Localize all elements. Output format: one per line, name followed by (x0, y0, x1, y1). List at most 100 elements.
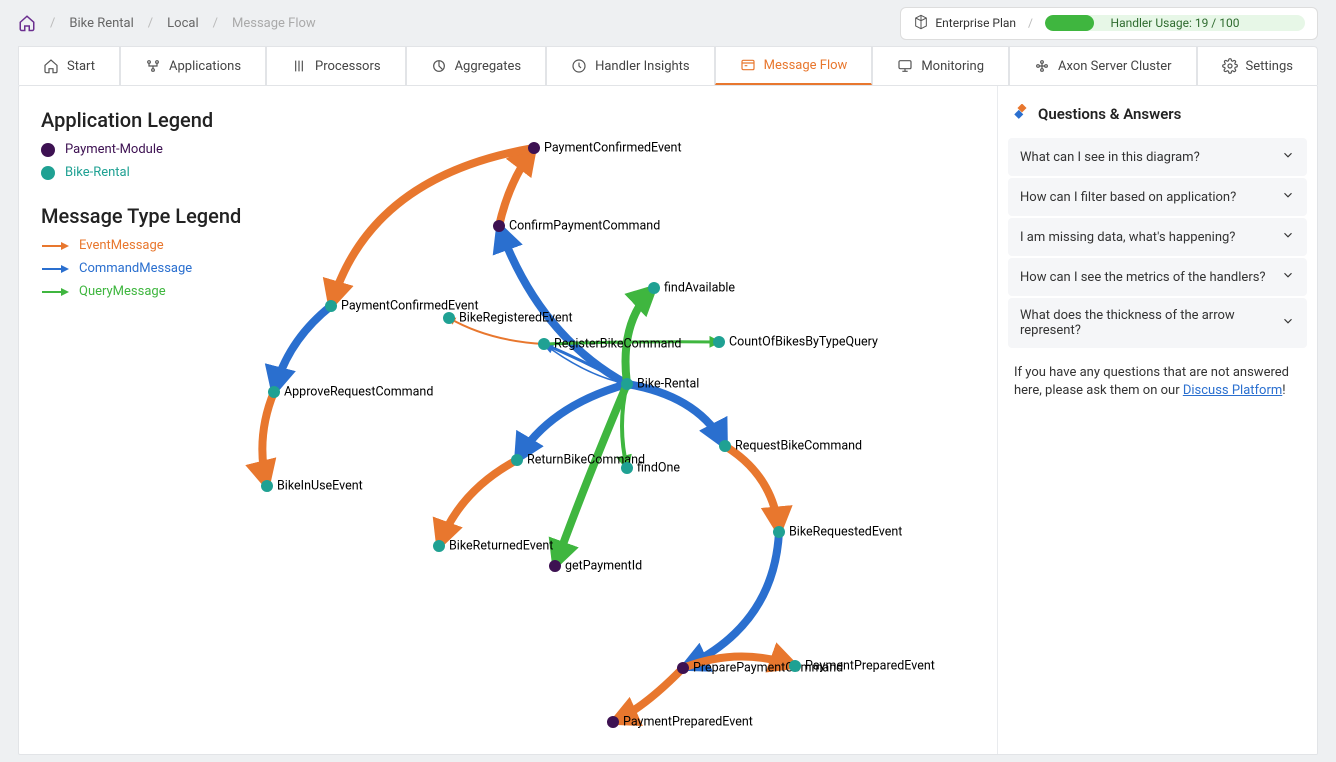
legend-arrow (41, 264, 69, 274)
flow-node[interactable] (621, 462, 633, 474)
legend-label: Payment-Module (65, 142, 163, 157)
legend-label: EventMessage (79, 238, 164, 253)
qa-question: How can I filter based on application? (1020, 190, 1236, 205)
flow-node[interactable] (511, 454, 523, 466)
flow-node-label: RegisterBikeCommand (554, 336, 681, 351)
tab-flow[interactable]: Message Flow (715, 46, 873, 85)
flow-edge (262, 392, 274, 486)
cluster-icon (1034, 58, 1050, 74)
flow-node-label: ConfirmPaymentCommand (509, 218, 660, 233)
flow-node[interactable] (549, 560, 561, 572)
content: Bike-Rental PaymentConfirmedEvent ConfirmP… (18, 85, 1318, 755)
app-legend-title: Application Legend (41, 108, 301, 132)
tab-label: Start (67, 59, 95, 74)
plan-name: Enterprise Plan (935, 16, 1016, 30)
tab-label: Processors (315, 59, 381, 74)
discuss-link[interactable]: Discuss Platform (1183, 383, 1282, 398)
legend: Application Legend Payment-Module Bike-Re… (41, 108, 301, 307)
flow-edge (499, 148, 534, 226)
flow-node-label: PaymentPreparedEvent (805, 658, 935, 673)
qa-question: How can I see the metrics of the handler… (1020, 270, 1266, 285)
diagram-canvas[interactable]: Bike-Rental PaymentConfirmedEvent ConfirmP… (19, 86, 997, 754)
flow-node[interactable] (648, 282, 660, 294)
chevron-down-icon (1281, 148, 1295, 166)
flow-node[interactable] (713, 336, 725, 348)
flow-edge (683, 532, 779, 668)
flow-node-label: findAvailable (664, 280, 735, 295)
flow-node-label: Bike-Rental (637, 376, 699, 391)
flow-edge (499, 226, 627, 384)
flow-edge (725, 446, 779, 532)
qa-item[interactable]: How can I filter based on application? (1008, 178, 1307, 216)
breadcrumb-item[interactable]: Local (167, 16, 198, 31)
flow-node-label: PaymentConfirmedEvent (544, 140, 682, 155)
plan-sep: / (1028, 16, 1033, 30)
flow-node[interactable] (538, 338, 550, 350)
flow-node-label: PaymentPreparedEvent (623, 714, 753, 729)
tab-processors[interactable]: Processors (266, 46, 406, 85)
tab-label: Handler Insights (595, 59, 690, 74)
flow-node[interactable] (528, 142, 540, 154)
flow-node-label: RequestBikeCommand (735, 438, 862, 453)
cube-icon (913, 14, 929, 33)
qa-item[interactable]: What does the thickness of the arrow rep… (1008, 298, 1307, 348)
flow-edge (627, 384, 725, 446)
legend-label: Bike-Rental (65, 165, 130, 180)
qa-question: What can I see in this diagram? (1020, 150, 1200, 165)
qa-footer-post: ! (1282, 383, 1285, 398)
flow-node[interactable] (773, 526, 785, 538)
plan-bar: Enterprise Plan / Handler Usage: 19 / 10… (900, 7, 1318, 40)
usage-progress: Handler Usage: 19 / 100 (1045, 15, 1305, 31)
app-legend-item: Payment-Module (41, 142, 301, 157)
breadcrumb-item-current: Message Flow (232, 16, 316, 31)
tab-monitoring[interactable]: Monitoring (872, 46, 1009, 85)
tab-settings[interactable]: Settings (1197, 46, 1318, 85)
msg-legend-item: QueryMessage (41, 284, 301, 299)
topbar: / Bike Rental / Local / Message Flow Ent… (0, 0, 1336, 46)
flow-node[interactable] (719, 440, 731, 452)
chevron-down-icon (1281, 228, 1295, 246)
flow-node-label: BikeReturnedEvent (449, 538, 553, 553)
home-icon[interactable] (18, 14, 36, 32)
apps-icon (145, 58, 161, 74)
tab-applications[interactable]: Applications (120, 46, 266, 85)
nav-tabs: Start Applications Processors Aggregates Han… (0, 46, 1336, 85)
legend-dot (41, 166, 55, 180)
tab-label: Message Flow (764, 58, 848, 73)
flow-node[interactable] (325, 300, 337, 312)
breadcrumb-sep: / (50, 16, 55, 31)
tab-start[interactable]: Start (18, 46, 120, 85)
flow-node[interactable] (607, 716, 619, 728)
legend-arrow (41, 287, 69, 297)
processors-icon (291, 58, 307, 74)
breadcrumb-item[interactable]: Bike Rental (69, 16, 133, 31)
flow-node[interactable] (789, 660, 801, 672)
flow-node[interactable] (443, 312, 455, 324)
tab-cluster[interactable]: Axon Server Cluster (1009, 46, 1197, 85)
flow-node[interactable] (493, 220, 505, 232)
legend-arrow (41, 241, 69, 251)
qa-item[interactable]: What can I see in this diagram? (1008, 138, 1307, 176)
tab-label: Axon Server Cluster (1058, 59, 1172, 74)
qa-item[interactable]: How can I see the metrics of the handler… (1008, 258, 1307, 296)
qa-title: Questions & Answers (1008, 104, 1307, 124)
qa-list: What can I see in this diagram? How can I… (1008, 138, 1307, 350)
flow-node[interactable] (261, 480, 273, 492)
tab-label: Applications (169, 59, 241, 74)
qa-item[interactable]: I am missing data, what's happening? (1008, 218, 1307, 256)
tab-label: Aggregates (455, 59, 522, 74)
breadcrumb-sep: / (213, 16, 218, 31)
flow-node-label: BikeRequestedEvent (789, 524, 902, 539)
flow-node[interactable] (621, 378, 633, 390)
tab-insights[interactable]: Handler Insights (546, 46, 715, 85)
breadcrumb-sep: / (148, 16, 153, 31)
qa-panel: Questions & Answers What can I see in th… (997, 86, 1317, 754)
app-legend-item: Bike-Rental (41, 165, 301, 180)
flow-node[interactable] (677, 662, 689, 674)
flow-node[interactable] (268, 386, 280, 398)
tab-aggregates[interactable]: Aggregates (406, 46, 547, 85)
monitoring-icon (897, 58, 913, 74)
diamond-icon (1014, 104, 1030, 124)
flow-node[interactable] (433, 540, 445, 552)
chevron-down-icon (1281, 268, 1295, 286)
